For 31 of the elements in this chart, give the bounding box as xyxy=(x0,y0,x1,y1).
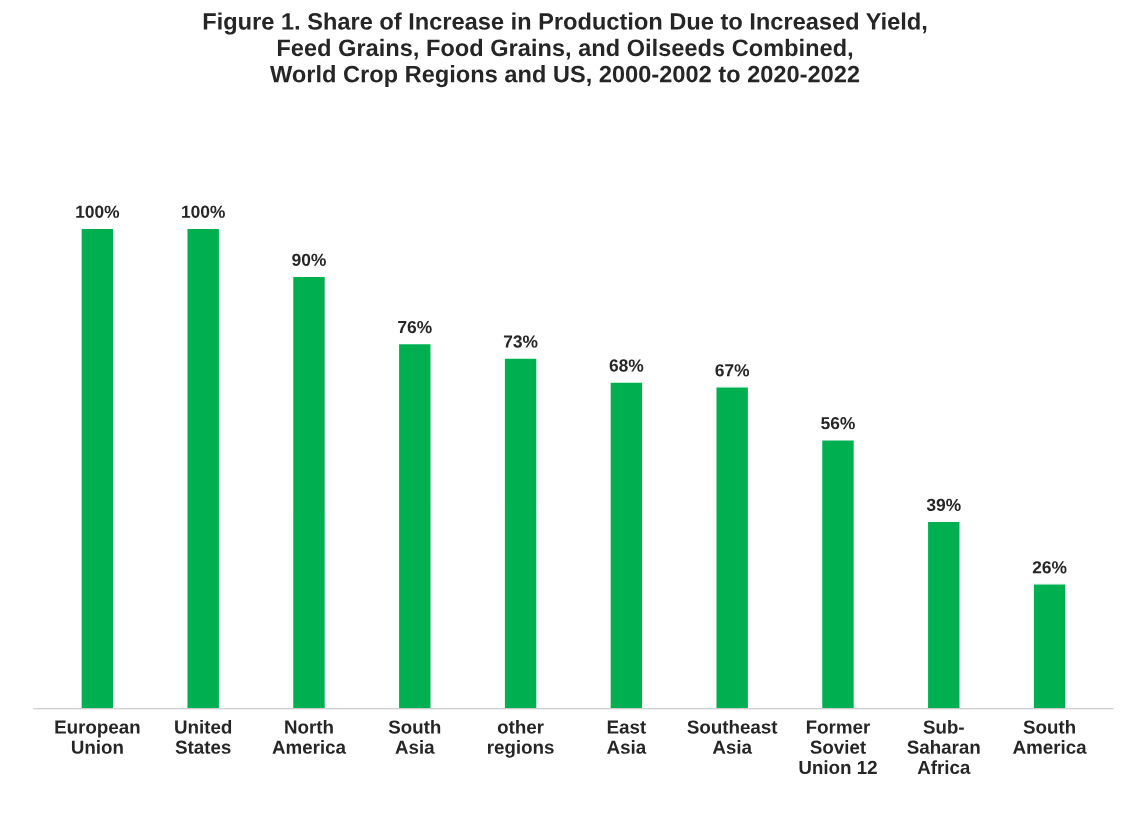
x-tick-label: South Asia xyxy=(388,719,441,754)
data-label: 26% xyxy=(1032,561,1067,574)
x-tick-label: South America xyxy=(1013,719,1087,754)
data-label: 56% xyxy=(821,417,855,430)
x-tick-label: North America xyxy=(272,719,347,754)
bar xyxy=(397,342,432,709)
bar xyxy=(503,357,538,709)
bar xyxy=(926,520,961,709)
data-label: 100% xyxy=(182,205,225,218)
bar xyxy=(186,227,221,709)
data-label: 76% xyxy=(398,320,432,334)
bar xyxy=(820,439,856,709)
bar xyxy=(80,227,115,709)
bar xyxy=(1032,583,1067,709)
chart-title: Figure 1. Share of Increase in Production Due to Increased Yield, Feed Grains, Food Grains, and Oilseeds Combined, World Crop Regions and US, 2000-2002 to 2020-2022 xyxy=(203,12,927,88)
bar xyxy=(715,386,750,709)
data-label: 39% xyxy=(926,498,961,512)
x-tick-label: United States xyxy=(175,719,232,754)
x-tick-label: other regions xyxy=(487,719,554,758)
x-tick-label: European Union xyxy=(55,720,140,754)
bar xyxy=(291,275,327,709)
x-tick-label: East Asia xyxy=(607,720,647,754)
x-tick-label: Southeast Asia xyxy=(687,719,778,754)
data-label: 73% xyxy=(503,335,538,348)
bar xyxy=(609,381,644,709)
data-label: 100% xyxy=(76,205,120,218)
data-label: 90% xyxy=(292,253,326,266)
x-tick-label: Sub- Saharan Africa xyxy=(907,719,980,775)
data-label: 68% xyxy=(609,359,644,372)
data-label: 67% xyxy=(715,364,750,377)
x-tick-label: Former Soviet Union 12 xyxy=(799,720,877,775)
